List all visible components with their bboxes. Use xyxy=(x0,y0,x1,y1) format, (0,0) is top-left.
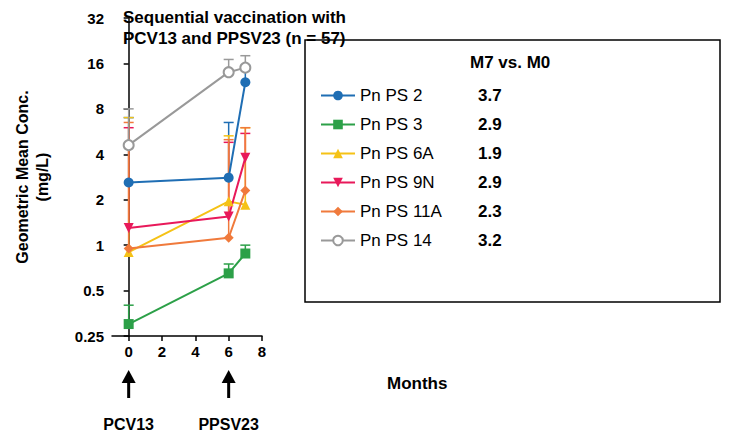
svg-text:32: 32 xyxy=(87,10,104,27)
svg-text:M7 vs. M0: M7 vs. M0 xyxy=(470,53,550,72)
svg-text:Pn PS 6A: Pn PS 6A xyxy=(360,144,434,163)
svg-text:0.25: 0.25 xyxy=(75,328,104,345)
svg-text:1: 1 xyxy=(96,237,104,254)
svg-text:6: 6 xyxy=(224,343,232,360)
svg-text:0.5: 0.5 xyxy=(83,282,104,299)
svg-text:8: 8 xyxy=(258,343,266,360)
svg-text:PCV13: PCV13 xyxy=(103,416,154,433)
svg-text:Geometric Mean Conc.: Geometric Mean Conc. xyxy=(14,90,31,263)
svg-text:Pn PS 9N: Pn PS 9N xyxy=(360,173,435,192)
svg-text:Pn PS 2: Pn PS 2 xyxy=(360,86,422,105)
svg-text:16: 16 xyxy=(87,55,104,72)
svg-text:1.9: 1.9 xyxy=(478,144,502,163)
svg-text:2.9: 2.9 xyxy=(478,115,502,134)
svg-text:3.2: 3.2 xyxy=(478,231,502,250)
svg-text:(mg/L): (mg/L) xyxy=(34,153,51,202)
svg-text:4: 4 xyxy=(191,343,200,360)
svg-text:PCV13 and PPSV23 (n = 57): PCV13 and PPSV23 (n = 57) xyxy=(123,29,346,48)
svg-text:Pn PS 11A: Pn PS 11A xyxy=(360,202,443,221)
svg-text:PPSV23: PPSV23 xyxy=(198,416,259,433)
svg-text:Sequential vaccination with: Sequential vaccination with xyxy=(123,8,346,27)
svg-text:2.3: 2.3 xyxy=(478,202,502,221)
svg-text:0: 0 xyxy=(124,343,132,360)
svg-text:8: 8 xyxy=(96,100,104,117)
svg-text:Pn PS 14: Pn PS 14 xyxy=(360,231,432,250)
svg-text:3.7: 3.7 xyxy=(478,86,502,105)
svg-text:4: 4 xyxy=(96,146,105,163)
svg-text:2: 2 xyxy=(96,191,104,208)
svg-text:2.9: 2.9 xyxy=(478,173,502,192)
svg-text:2: 2 xyxy=(158,343,166,360)
svg-text:Pn PS 3: Pn PS 3 xyxy=(360,115,422,134)
svg-text:Months: Months xyxy=(387,374,447,393)
